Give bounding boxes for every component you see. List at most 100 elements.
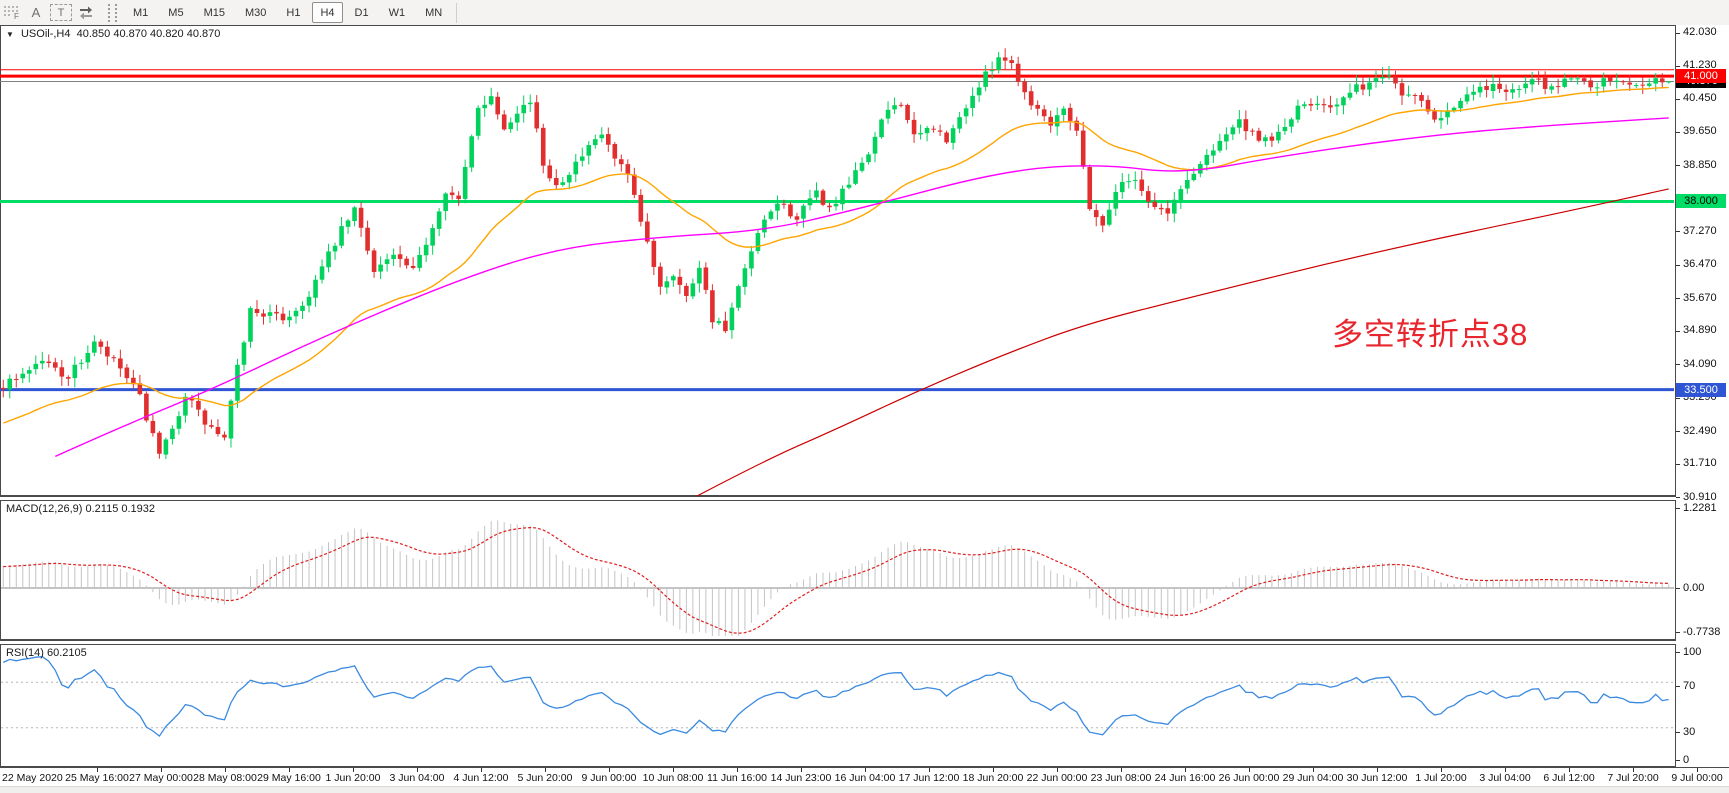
time-label: 1 Jun 20:00 bbox=[325, 772, 381, 784]
price-tick-label: 38.850 bbox=[1683, 158, 1717, 171]
time-tick bbox=[1185, 768, 1186, 772]
toolbar-separator bbox=[456, 2, 458, 23]
chart-title: ▼ USOil-,H4 40.850 40.870 40.820 40.870 bbox=[6, 28, 220, 40]
time-label: 29 Jun 04:00 bbox=[1282, 772, 1344, 784]
time-tick bbox=[97, 768, 98, 772]
price-tick-dash bbox=[1676, 330, 1680, 332]
time-tick bbox=[1249, 768, 1250, 772]
text-label-tool-button[interactable]: A bbox=[26, 3, 46, 23]
time-label: 9 Jul 00:00 bbox=[1671, 772, 1723, 784]
time-tick bbox=[865, 768, 866, 772]
rsi-pane[interactable]: RSI(14) 60.2105 bbox=[0, 644, 1676, 767]
price-tick-label: 34.090 bbox=[1683, 357, 1717, 370]
toolbar-drag-handle[interactable] bbox=[108, 3, 117, 22]
time-tick bbox=[225, 768, 226, 772]
time-tick bbox=[1057, 768, 1058, 772]
timeframe-button-M1[interactable]: M1 bbox=[133, 6, 149, 19]
time-label: 23 Jun 08:00 bbox=[1090, 772, 1152, 784]
rsi-tick-dash bbox=[1676, 652, 1680, 653]
time-tick bbox=[481, 768, 482, 772]
time-label: 16 Jun 04:00 bbox=[834, 772, 896, 784]
time-tick bbox=[737, 768, 738, 772]
price-tick-label: 40.450 bbox=[1683, 92, 1717, 105]
macd-pane[interactable]: MACD(12,26,9) 0.2115 0.1932 bbox=[0, 500, 1676, 640]
time-axis[interactable]: 22 May 2020 25 May 16:00 27 May 00:00 28 Ma… bbox=[0, 767, 1729, 787]
timeframe-button-M30[interactable]: M30 bbox=[244, 6, 267, 19]
price-badge-33.500: 33.500 bbox=[1676, 382, 1726, 397]
time-label: 29 May 16:00 bbox=[257, 772, 321, 784]
price-tick-dash bbox=[1676, 264, 1680, 266]
dotted-grid-icon: F bbox=[4, 6, 19, 20]
time-tick bbox=[1569, 768, 1570, 772]
time-label: 25 May 16:00 bbox=[65, 772, 129, 784]
price-tick-dash bbox=[1676, 397, 1680, 399]
timeframe-button-MN[interactable]: MN bbox=[425, 6, 443, 19]
price-tick-dash bbox=[1676, 463, 1680, 465]
fast-ma-line bbox=[3, 86, 1669, 424]
rsi-plot[interactable] bbox=[0, 644, 1676, 767]
timeframe-button-D1[interactable]: D1 bbox=[354, 6, 369, 19]
dotted-grid-tool-button[interactable]: F bbox=[2, 3, 22, 23]
rsi-tick-dash bbox=[1676, 732, 1680, 733]
time-label: 9 Jun 00:00 bbox=[581, 772, 637, 784]
main-chart-plot[interactable] bbox=[0, 25, 1676, 496]
price-tick-label: 37.270 bbox=[1683, 224, 1717, 237]
medium-ma-line bbox=[55, 117, 1669, 458]
timeframe-button-M15[interactable]: M15 bbox=[203, 6, 225, 19]
time-tick bbox=[161, 768, 162, 772]
time-label: 6 Jul 12:00 bbox=[1543, 772, 1595, 784]
time-label: 28 May 08:00 bbox=[193, 772, 257, 784]
price-badge-41.000: 41.000 bbox=[1676, 69, 1726, 84]
price-tick-dash bbox=[1676, 32, 1680, 34]
timeframe-button-H4[interactable]: H4 bbox=[312, 2, 343, 23]
time-label: 5 Jun 20:00 bbox=[517, 772, 573, 784]
macd-label: MACD(12,26,9) 0.2115 0.1932 bbox=[6, 503, 156, 515]
time-tick bbox=[289, 768, 290, 772]
chart-title-collapse-icon[interactable]: ▼ bbox=[6, 30, 14, 39]
time-tick bbox=[1697, 768, 1698, 772]
rsi-tick-dash bbox=[1676, 686, 1680, 687]
time-tick bbox=[545, 768, 546, 772]
chart-ohlc-values: 40.850 40.870 40.820 40.870 bbox=[76, 28, 221, 40]
rsi-tick-label: 0 bbox=[1683, 754, 1690, 766]
macd-tick-dash bbox=[1676, 508, 1680, 509]
main-chart-pane[interactable]: ▼ USOil-,H4 40.850 40.870 40.820 40.870 … bbox=[0, 25, 1676, 496]
time-label: 26 Jun 00:00 bbox=[1218, 772, 1280, 784]
arrows-tool-button[interactable] bbox=[76, 3, 96, 23]
time-tick bbox=[1441, 768, 1442, 772]
macd-plot[interactable] bbox=[0, 500, 1676, 640]
time-label: 11 Jun 16:00 bbox=[707, 772, 767, 784]
timeframe-button-W1[interactable]: W1 bbox=[388, 6, 406, 19]
macd-signal-line bbox=[3, 526, 1669, 634]
macd-tick-dash bbox=[1676, 588, 1680, 589]
rsi-value: 60.2105 bbox=[46, 647, 87, 659]
price-tick-dash bbox=[1676, 231, 1680, 233]
time-tick bbox=[609, 768, 610, 772]
rsi-label: RSI(14) 60.2105 bbox=[6, 647, 87, 659]
price-tick-dash bbox=[1676, 364, 1680, 366]
text-label-icon: A bbox=[31, 5, 41, 20]
time-tick bbox=[417, 768, 418, 772]
chart-annotation-text: 多空转折点38 bbox=[1331, 317, 1529, 353]
chart-symbol: USOil-,H4 bbox=[20, 28, 71, 40]
time-tick bbox=[801, 768, 802, 772]
textbox-tool-button[interactable]: T bbox=[50, 4, 72, 21]
price-tick-dash bbox=[1676, 131, 1680, 133]
time-label: 22 Jun 00:00 bbox=[1026, 772, 1088, 784]
price-tick-label: 36.470 bbox=[1683, 258, 1717, 271]
timeframe-button-M5[interactable]: M5 bbox=[168, 6, 184, 19]
price-tick-label: 30.910 bbox=[1683, 490, 1717, 503]
timeframe-button-H1[interactable]: H1 bbox=[286, 6, 301, 19]
price-axis[interactable]: 42.030 41.230 40.450 39.650 38.850 37.270 36.4… bbox=[1676, 25, 1729, 786]
status-strip bbox=[0, 786, 1729, 793]
time-tick bbox=[673, 768, 674, 772]
time-label: 10 Jun 08:00 bbox=[642, 772, 704, 784]
macd-tick-label: 1.2281 bbox=[1683, 502, 1717, 514]
price-tick-label: 31.710 bbox=[1683, 457, 1717, 470]
rsi-line bbox=[3, 656, 1669, 738]
arrows-icon bbox=[80, 6, 92, 20]
time-label: 4 Jun 12:00 bbox=[453, 772, 509, 784]
rsi-tick-label: 30 bbox=[1683, 726, 1696, 738]
slow-ma-line bbox=[695, 188, 1669, 496]
time-label: 18 Jun 20:00 bbox=[962, 772, 1024, 784]
